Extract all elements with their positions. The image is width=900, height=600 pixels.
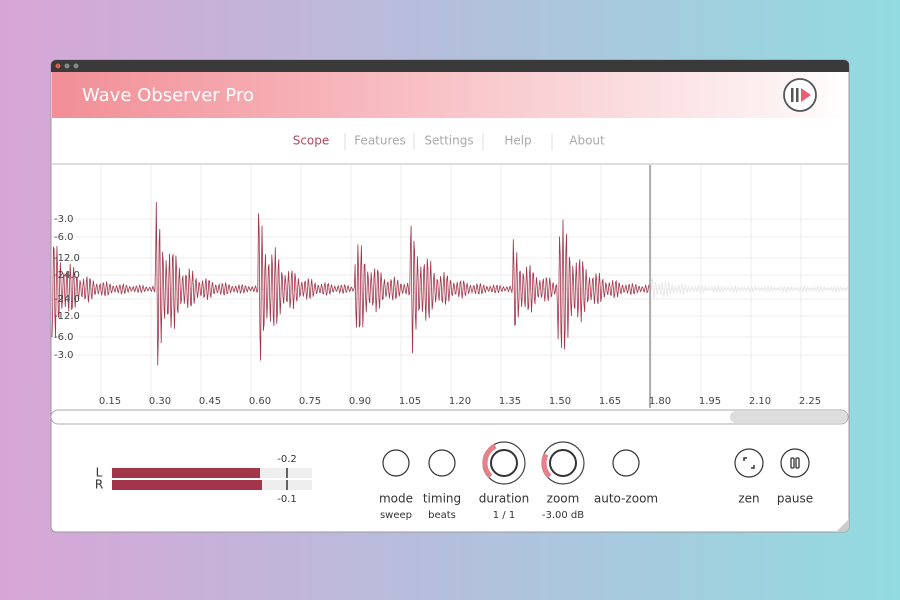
control-value: 1 / 1 [493, 510, 515, 521]
time-label: 0.90 [349, 396, 371, 407]
control-label: duration [479, 492, 530, 506]
scope: -3.0 -6.0 -12.0 -24.0 -24.0 -12.0 -6.0 -3.0 0.15… [51, 165, 849, 408]
amplitude-label: -24.0 [54, 270, 80, 281]
min-dot[interactable] [64, 63, 70, 69]
icon [790, 457, 795, 469]
control-value: sweep [380, 510, 412, 521]
amplitude-label: -12.0 [54, 253, 80, 264]
control-value: -3.00 dB [542, 510, 584, 521]
time-label: 0.60 [249, 396, 271, 407]
icon [796, 88, 799, 102]
time-label: 1.05 [399, 396, 421, 407]
time-label: 1.50 [549, 396, 571, 407]
control-label: mode [379, 492, 413, 506]
toggle[interactable] [612, 449, 640, 477]
icon-button[interactable] [780, 448, 810, 478]
nav-item[interactable]: About [569, 134, 605, 148]
time-label: 2.25 [799, 396, 821, 407]
time-label: 0.15 [99, 396, 121, 407]
amplitude-label: -12.0 [54, 311, 80, 322]
max-dot[interactable] [73, 63, 79, 69]
app-title: Wave Observer Pro [82, 85, 254, 106]
knob-arc [482, 443, 497, 479]
toggle[interactable] [428, 449, 456, 477]
peak-label: -0.1 [277, 494, 297, 505]
button-label: pause [777, 492, 813, 506]
toggle[interactable] [382, 449, 410, 477]
icon [743, 457, 755, 469]
meter-level [112, 480, 262, 490]
meter-level [112, 468, 260, 478]
waveform [51, 201, 651, 366]
knob[interactable] [490, 449, 518, 477]
scroll-thumb[interactable] [730, 411, 847, 423]
amplitude-label: -24.0 [54, 294, 80, 305]
amplitude-label: -6.0 [54, 332, 74, 343]
peak-label: -0.2 [277, 454, 297, 465]
time-label: 1.95 [699, 396, 721, 407]
knob[interactable] [549, 449, 577, 477]
nav-item[interactable]: Features [354, 134, 406, 148]
scrollbar[interactable] [50, 409, 849, 425]
channel-label: R [95, 478, 103, 492]
control-label: timing [423, 492, 461, 506]
control-label: zoom [547, 492, 580, 506]
amplitude-label: -3.0 [54, 350, 74, 361]
amplitude-label: -3.0 [54, 214, 74, 225]
time-label: 1.20 [449, 396, 471, 407]
channel-label: L [96, 466, 103, 480]
title-bar [51, 60, 849, 72]
waveform [650, 278, 849, 303]
time-label: 0.75 [299, 396, 321, 407]
resize-grip[interactable] [836, 519, 849, 532]
time-label: 1.80 [649, 396, 671, 407]
header [52, 72, 848, 118]
time-label: 2.10 [749, 396, 771, 407]
time-label: 0.30 [149, 396, 171, 407]
knob-arc [541, 453, 552, 479]
time-label: 1.65 [599, 396, 621, 407]
icon [801, 88, 811, 102]
amplitude-label: -6.0 [54, 232, 74, 243]
icon [795, 457, 800, 469]
nav-item[interactable]: Help [504, 134, 531, 148]
time-label: 1.35 [499, 396, 521, 407]
nav-item[interactable]: Scope [293, 134, 330, 148]
icon [791, 88, 794, 102]
button-label: zen [738, 492, 759, 506]
nav-item[interactable]: Settings [424, 134, 473, 148]
close-dot[interactable] [55, 63, 61, 69]
button-ring[interactable] [783, 78, 817, 112]
control-label: auto-zoom [594, 492, 658, 506]
time-label: 0.45 [199, 396, 221, 407]
icon-button[interactable] [734, 448, 764, 478]
play-pause-button[interactable] [783, 78, 817, 112]
control-value: beats [428, 510, 456, 521]
